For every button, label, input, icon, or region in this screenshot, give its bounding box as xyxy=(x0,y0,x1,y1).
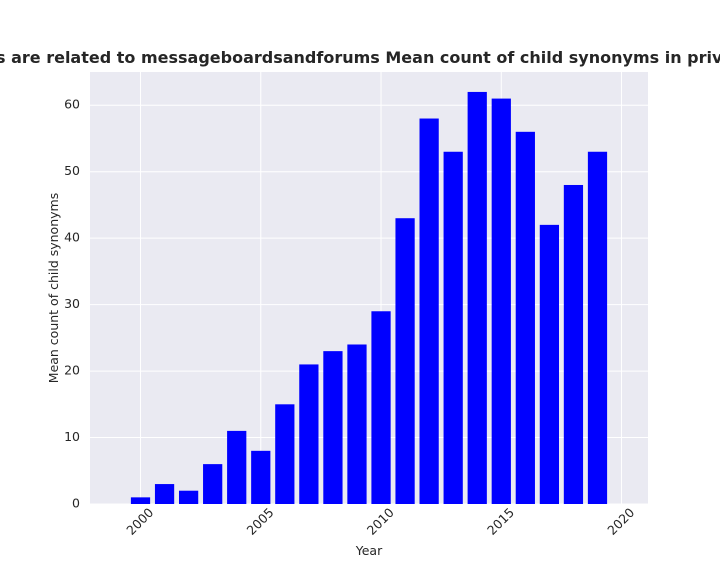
bars-group xyxy=(130,91,608,505)
x-axis-label: Year xyxy=(355,543,383,558)
y-tick-label: 50 xyxy=(64,163,80,178)
bar-2014 xyxy=(467,91,487,504)
bar-2012 xyxy=(419,118,439,505)
bar-2000 xyxy=(130,497,151,504)
bar-2001 xyxy=(154,484,175,504)
chart-title: categories are related to messageboardsa… xyxy=(0,48,720,67)
y-axis-label: Mean count of child synonyms xyxy=(46,193,61,383)
bar-2003 xyxy=(203,464,223,504)
bar-2009 xyxy=(347,344,367,504)
y-tick-label: 30 xyxy=(64,296,80,311)
y-tick-label: 40 xyxy=(64,230,80,245)
bar-2006 xyxy=(275,404,295,504)
bar-2005 xyxy=(251,450,271,504)
bar-2013 xyxy=(443,151,463,504)
y-tick-label: 60 xyxy=(64,97,80,112)
bar-2010 xyxy=(371,311,391,504)
bar-2019 xyxy=(587,151,608,504)
bar-2017 xyxy=(539,224,560,504)
bar-2002 xyxy=(178,490,199,504)
bar-2008 xyxy=(323,351,343,504)
bar-2004 xyxy=(227,430,247,504)
bar-2007 xyxy=(299,364,319,504)
y-axis-ticks: 0 10 20 30 40 50 60 xyxy=(64,97,80,511)
bar-2018 xyxy=(563,184,584,504)
bar-2015 xyxy=(491,98,511,504)
bar-2016 xyxy=(515,131,535,505)
y-tick-label: 0 xyxy=(72,496,80,511)
y-tick-label: 10 xyxy=(64,429,80,444)
bar-2011 xyxy=(395,218,415,504)
y-tick-label: 20 xyxy=(64,363,80,378)
